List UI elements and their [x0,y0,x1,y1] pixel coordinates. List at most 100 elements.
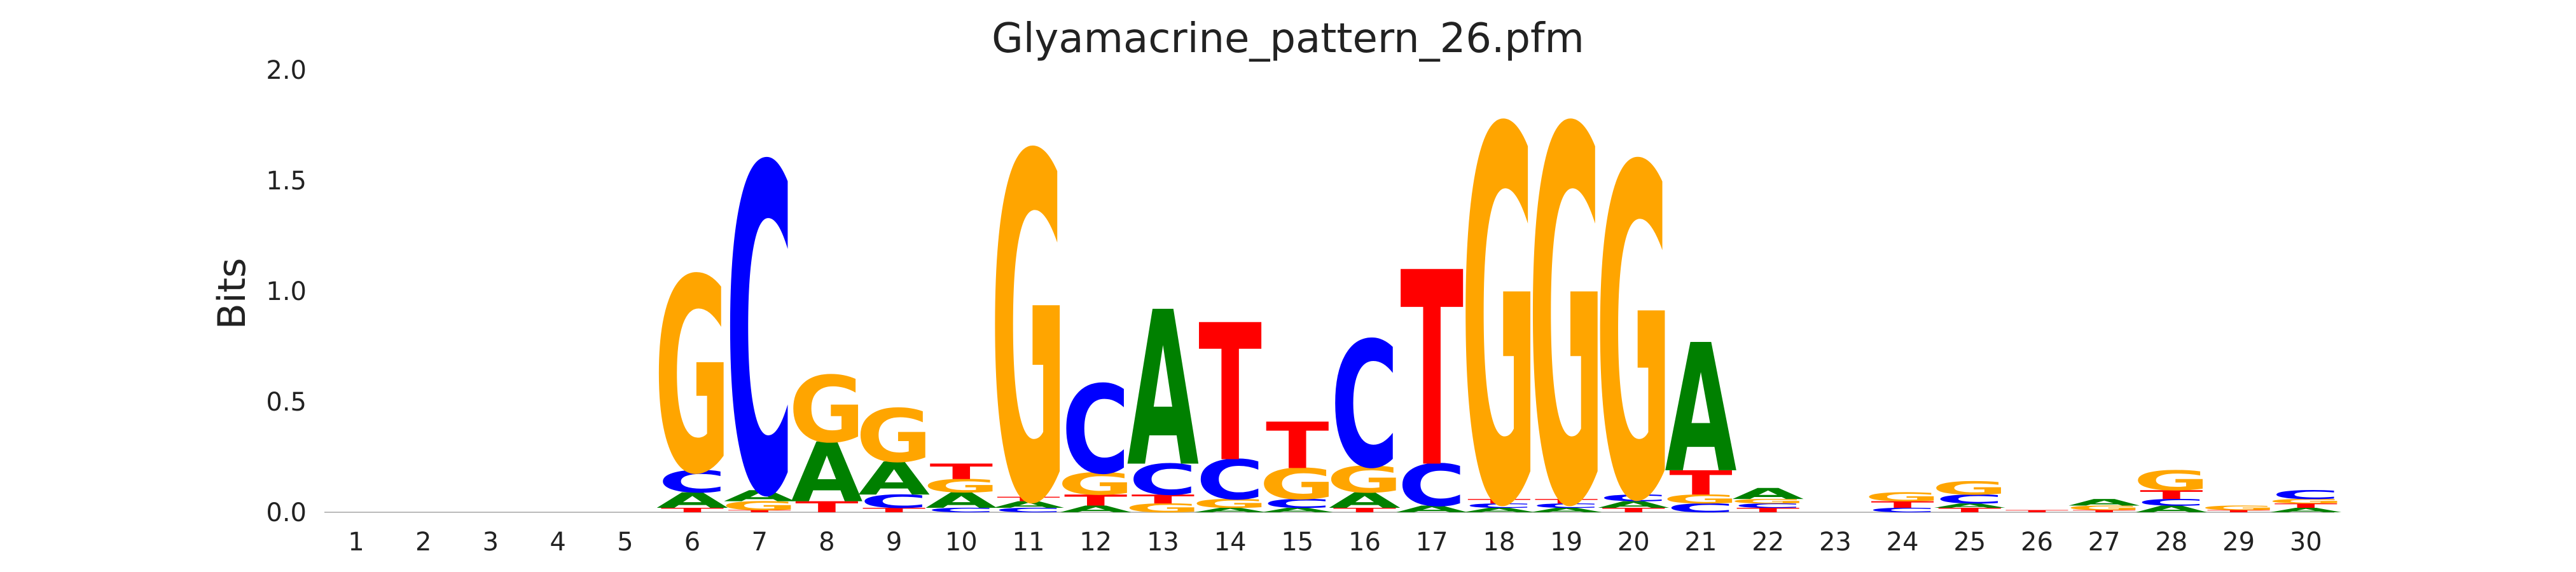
x-tick-label: 3 [483,528,499,557]
x-tick-label: 24 [1887,528,1919,557]
x-tick-label: 12 [1079,528,1112,557]
logo-letter-a: A [1934,502,2005,509]
logo-letter-g: G [1730,498,1806,505]
y-tick-label: 1.5 [266,167,307,196]
logo-letter-a: A [1598,500,1670,510]
logo-letter-g: G [2201,505,2277,512]
logo-letter-g: G [923,475,999,496]
logo-letter-a: A [656,488,728,513]
logo-letter-t: T [795,498,859,516]
logo-letter-t: T [2072,510,2136,514]
y-axis-ticks: 0.0 0.5 1.0 1.5 2.0 [266,56,307,528]
logo-letter-c: C [1869,507,1937,514]
logo-letter-a: A [925,488,997,513]
x-tick-label: 25 [1953,528,1986,557]
logo-letter-c: C [860,491,928,512]
logo-letter-a: A [1530,507,1602,514]
logo-letter-c: C [1734,502,1802,509]
logo-letter-t: T [862,507,926,514]
logo-letter-t: T [1400,217,1464,528]
logo-letter-a: A [791,426,862,521]
x-tick-label: 6 [684,528,700,557]
logo-letter-g: G [856,393,932,479]
logo-letter-t: T [2275,502,2338,509]
logo-letter-g: G [1327,459,1403,501]
x-tick-label: 4 [550,528,565,557]
x-tick-label: 10 [945,528,978,557]
x-tick-label: 7 [751,528,767,557]
x-tick-label: 26 [2021,528,2053,557]
logo-letter-t: T [728,510,791,514]
logo-letter-a: A [1665,308,1737,512]
logo-letter-g: G [2066,505,2142,512]
logo-letter-a: A [1261,507,1333,514]
logo-letter-t: T [1938,507,2002,514]
x-tick-label: 21 [1685,528,1717,557]
logo-letter-t: T [1266,409,1329,484]
x-tick-label: 17 [1416,528,1448,557]
logo-letter-c: C [1532,502,1600,509]
logo-letter-a: A [2270,507,2342,514]
logo-letter-g: G [1259,460,1336,509]
logo-letter-t: T [661,507,724,514]
logo-letter-g: G [2268,498,2344,505]
x-axis-ticks: 1 2 3 4 5 6 7 8 9 10 11 12 13 14 15 16 17 18 19 20 21 22 23 24 2… [348,528,2322,557]
logo-letter-c: C [2272,487,2340,501]
x-tick-label: 19 [1550,528,1582,557]
logo-letter-g: G [1932,477,2008,498]
logo-letter-g: G [1461,23,1537,572]
x-tick-label: 11 [1013,528,1045,557]
logo-letter-t: T [2140,487,2203,501]
logo-letter-c: C [1600,493,1668,503]
y-tick-label: 0.0 [266,498,307,528]
chart-title: Glyamacrine_pattern_26.pfm [992,15,1584,62]
x-tick-label: 8 [819,528,834,557]
y-tick-label: 2.0 [266,56,307,85]
x-tick-label: 30 [2290,528,2322,557]
logo-letter-g: G [1663,492,1739,506]
logo-letter-t: T [2005,510,2069,514]
logo-letter-t: T [1064,491,1128,509]
logo-letter-g: G [1192,496,1268,510]
logo-letter-t: T [1467,498,1531,505]
logo-letter-g: G [789,358,865,463]
x-tick-label: 23 [1819,528,1852,557]
logo-letter-c: C [1398,452,1466,519]
logo-letter-t: T [1132,492,1195,506]
logo-letter-g: G [721,499,798,513]
logo-letter-t: T [997,496,1060,503]
logo-letter-a: A [993,500,1065,510]
logo-letter-a: A [2068,497,2140,508]
logo-letter-a: A [1329,488,1401,513]
x-tick-label: 5 [617,528,633,557]
x-tick-label: 1 [348,528,364,557]
y-tick-label: 0.5 [266,388,307,417]
logo-letter-a: A [858,453,930,505]
logo-letter-c: C [1263,496,1331,510]
logo-letter-a: A [1396,504,1468,515]
logo-letter-a: A [2135,504,2207,515]
logo-letter-c: C [2137,497,2205,508]
logo-letter-c: C [994,507,1062,514]
x-tick-label: 28 [2155,528,2187,557]
logo-letter-c: C [1062,360,1130,501]
y-tick-label: 1.0 [266,277,307,306]
logo-letter-g: G [990,58,1067,572]
logo-letter-g: G [654,223,731,534]
logo-letter-t: T [2207,510,2271,514]
logo-letter-c: C [1331,306,1399,507]
logo-letter-c: C [1935,492,2004,506]
x-tick-label: 9 [886,528,902,557]
x-tick-label: 2 [415,528,431,557]
logo-letter-c: C [658,464,726,500]
logo-letter-c: C [1465,502,1533,509]
x-tick-label: 22 [1752,528,1784,557]
logo-letter-g: G [1595,72,1672,572]
logo-letter-t: T [1333,507,1397,514]
logo-letter-a: A [1060,504,1132,515]
logo-letter-a: A [1195,507,1266,514]
y-axis-label: Bits [210,258,254,330]
logo-letter-c: C [927,507,995,514]
x-tick-label: 15 [1281,528,1313,557]
